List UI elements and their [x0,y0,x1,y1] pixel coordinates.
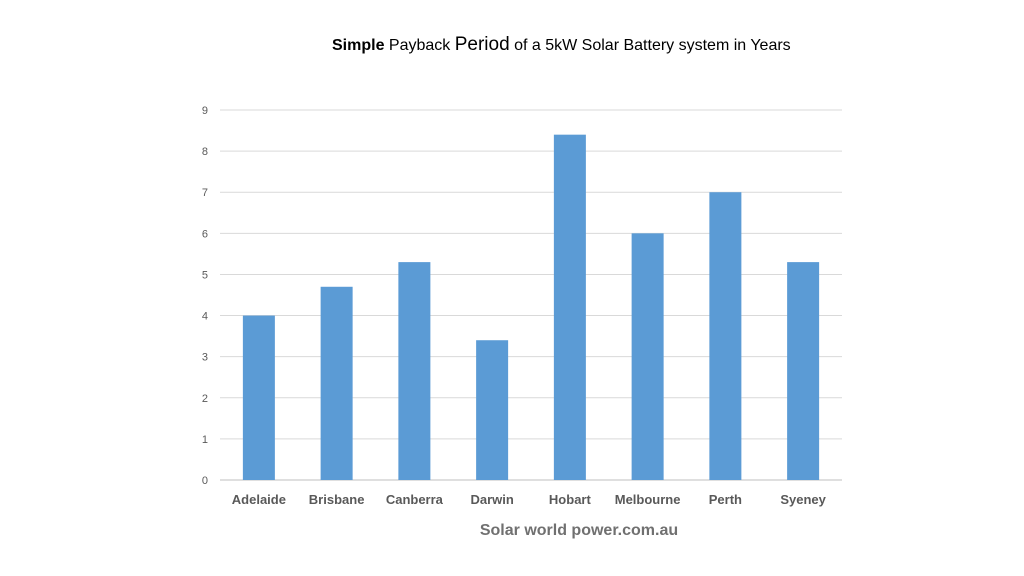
y-tick-label: 9 [202,105,208,117]
x-tick-label: Perth [709,492,742,507]
bar-canberra [398,262,431,480]
bar-darwin [476,340,509,480]
bar-perth [709,192,742,480]
source-caption: Solar world power.com.au [479,522,679,539]
bar-melbourne [631,233,664,480]
y-tick-label: 0 [202,475,208,487]
bars [242,134,820,480]
y-tick-label: 3 [202,352,208,364]
y-tick-label: 1 [202,434,208,446]
y-tick-label: 4 [202,311,208,323]
x-tick-label: Adelaide [232,492,286,507]
bar-adelaide [242,315,275,480]
x-tick-label: Hobart [549,492,592,507]
title-part-4: of a 5kW Solar Battery system in Years [509,37,791,54]
x-tick-label: Melbourne [615,492,681,507]
y-tick-label: 5 [202,269,208,281]
bar-syeney [787,262,820,480]
x-tick-label: Syeney [780,492,826,507]
y-tick-label: 2 [202,393,208,405]
bar-brisbane [320,286,353,480]
title-part-1: Simple [332,37,385,54]
y-tick-label: 8 [202,146,208,158]
x-tick-label: Darwin [470,492,513,507]
gridlines [220,109,842,481]
y-axis-ticks: 0 1 2 3 4 5 6 7 8 9 [202,105,208,487]
y-tick-label: 7 [202,187,208,199]
y-tick-label: 6 [202,228,208,240]
bar-hobart [553,134,586,480]
x-tick-label: Brisbane [309,492,365,507]
x-tick-label: Canberra [386,492,444,507]
x-axis-labels: Adelaide Brisbane Canberra Darwin Hobart Melb… [232,492,827,507]
title-part-2: Payback [384,37,455,54]
title-part-3: Period [454,34,510,55]
chart-title: Simple Payback Period of a 5kW Solar Bat… [332,34,791,57]
